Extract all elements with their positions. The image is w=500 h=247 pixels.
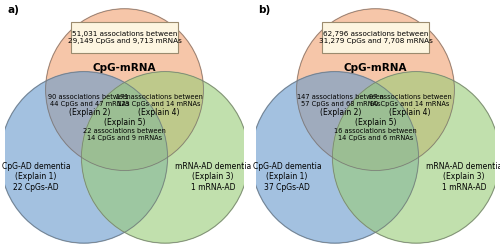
Text: 62,796 associations between
31,279 CpGs and 7,708 mRNAs: 62,796 associations between 31,279 CpGs … [318, 31, 432, 44]
Text: (Explain 2): (Explain 2) [320, 108, 362, 117]
Ellipse shape [0, 72, 168, 243]
Text: CpG-AD dementia
(Explain 1)
22 CpGs-AD: CpG-AD dementia (Explain 1) 22 CpGs-AD [2, 162, 70, 192]
Ellipse shape [82, 72, 249, 243]
Ellipse shape [332, 72, 500, 243]
Text: 90 associations between
44 CpGs and 47 mRNAs: 90 associations between 44 CpGs and 47 m… [48, 94, 131, 107]
FancyBboxPatch shape [70, 22, 178, 53]
Text: mRNA-AD dementia
(Explain 3)
1 mRNA-AD: mRNA-AD dementia (Explain 3) 1 mRNA-AD [426, 162, 500, 192]
Text: mRNA-AD dementia
(Explain 3)
1 mRNA-AD: mRNA-AD dementia (Explain 3) 1 mRNA-AD [175, 162, 251, 192]
Text: a): a) [8, 5, 20, 15]
Text: 97 associations between
90 CpGs and 14 mRNAs: 97 associations between 90 CpGs and 14 m… [369, 94, 452, 107]
Text: CpG-mRNA: CpG-mRNA [93, 63, 156, 73]
Ellipse shape [46, 9, 203, 170]
Text: (Explain 4): (Explain 4) [138, 108, 180, 117]
Text: 147 associations between
57 CpGs and 68 mRNAs: 147 associations between 57 CpGs and 68 … [298, 94, 384, 107]
Text: 51,031 associations between
29,149 CpGs and 9,713 mRNAs: 51,031 associations between 29,149 CpGs … [68, 31, 182, 44]
Text: CpG-mRNA: CpG-mRNA [344, 63, 407, 73]
Text: (Explain 2): (Explain 2) [69, 108, 110, 117]
Ellipse shape [251, 72, 418, 243]
Text: 22 associations between
14 CpGs and 9 mRNAs: 22 associations between 14 CpGs and 9 mR… [83, 128, 166, 141]
Text: (Explain 4): (Explain 4) [390, 108, 431, 117]
Text: 171 associations between
129 CpGs and 14 mRNAs: 171 associations between 129 CpGs and 14… [116, 94, 202, 107]
Text: (Explain 5): (Explain 5) [354, 118, 396, 127]
FancyBboxPatch shape [322, 22, 430, 53]
Text: (Explain 5): (Explain 5) [104, 118, 146, 127]
Text: b): b) [258, 5, 270, 15]
Text: 16 associations between
14 CpGs and 6 mRNAs: 16 associations between 14 CpGs and 6 mR… [334, 128, 417, 141]
Ellipse shape [296, 9, 454, 170]
Text: CpG-AD dementia
(Explain 1)
37 CpGs-AD: CpG-AD dementia (Explain 1) 37 CpGs-AD [252, 162, 322, 192]
